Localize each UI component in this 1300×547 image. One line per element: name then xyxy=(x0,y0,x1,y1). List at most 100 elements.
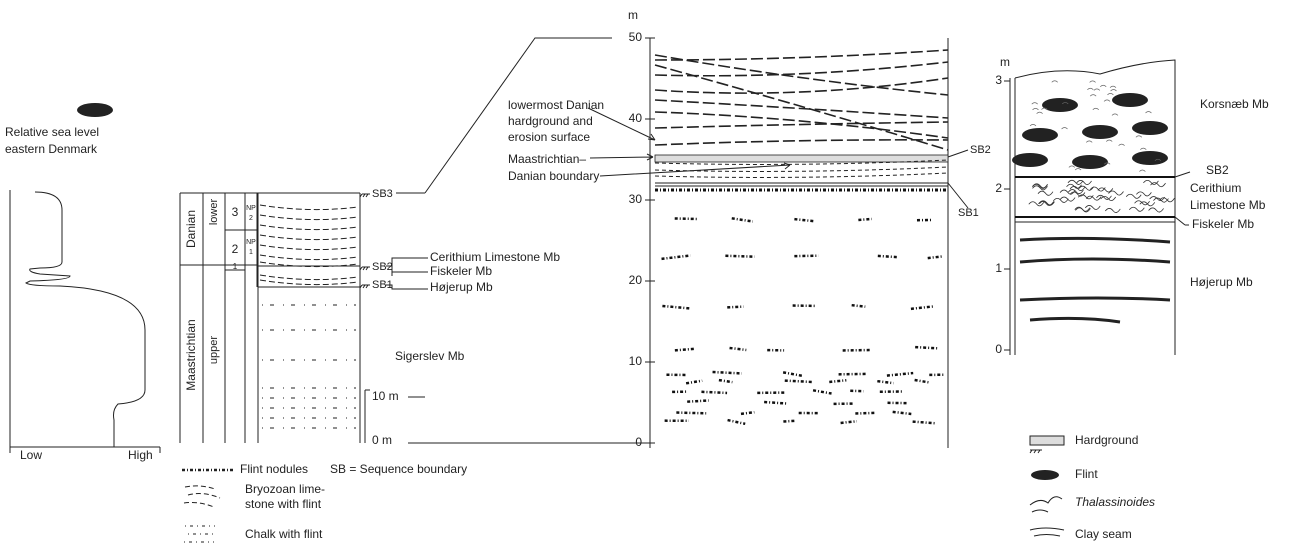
burrow xyxy=(1089,80,1096,83)
burrow xyxy=(1104,208,1121,213)
detail-section xyxy=(587,38,969,448)
flint-row xyxy=(829,379,847,384)
burrow xyxy=(1051,80,1058,83)
flint-row xyxy=(727,305,744,309)
burrow xyxy=(1111,113,1119,116)
bryozoan-bed xyxy=(259,254,359,261)
chalk-bed xyxy=(654,172,949,178)
burrow xyxy=(1032,183,1048,189)
flint-row xyxy=(851,303,866,308)
flint-row xyxy=(718,378,733,384)
y-tick-label: 0 xyxy=(995,342,1002,356)
chalk-bed xyxy=(654,166,949,172)
sequence-boundary: SB2 xyxy=(372,261,393,273)
np-zone: NP xyxy=(246,239,256,246)
flint-nodule xyxy=(1132,121,1168,135)
sequence-boundary: SB1 xyxy=(958,207,979,219)
axis-unit: m xyxy=(1000,55,1010,69)
flint-row xyxy=(727,418,746,426)
burrow xyxy=(1153,197,1169,203)
bryozoan-bed xyxy=(654,99,949,119)
flint-nodule xyxy=(1112,93,1148,107)
burrow xyxy=(1068,165,1076,168)
bedding xyxy=(77,49,1175,429)
flint-nodule xyxy=(1072,155,1108,169)
flint-row xyxy=(674,347,695,352)
burrow xyxy=(1139,201,1156,207)
outline xyxy=(1031,470,1059,480)
y-tick-label: 1 xyxy=(995,261,1002,275)
sequence-boundary: SB1 xyxy=(372,279,393,291)
bryozoan-bed xyxy=(654,139,949,146)
axis-unit: m xyxy=(628,8,638,22)
annotation: Maastrichtian– xyxy=(508,152,586,166)
burrow xyxy=(1041,107,1048,110)
burrow xyxy=(1029,123,1037,127)
flint-row xyxy=(764,400,789,405)
flint-row xyxy=(661,254,691,261)
flint-row xyxy=(840,419,857,425)
flint-row xyxy=(783,419,797,423)
legend-note: SB = Sequence boundary xyxy=(330,462,467,476)
flint-row xyxy=(914,378,930,384)
burrow xyxy=(1078,185,1095,191)
burrow xyxy=(1103,162,1111,165)
bryozoan-bed xyxy=(259,214,359,221)
stage-label: Maastrichtian xyxy=(184,319,198,390)
flint-row xyxy=(877,254,898,259)
burrow xyxy=(1148,207,1164,213)
burrow xyxy=(1110,89,1117,92)
burrow xyxy=(1061,127,1068,130)
burrow xyxy=(1037,190,1054,196)
bryozoan-bed xyxy=(259,204,359,211)
burrow xyxy=(1145,111,1152,114)
outline xyxy=(947,149,969,209)
outline xyxy=(1029,527,1065,537)
outline xyxy=(1019,236,1171,324)
sea-level-panel xyxy=(9,190,161,453)
burrow xyxy=(1087,87,1094,91)
burrow xyxy=(1100,84,1107,87)
burrow xyxy=(1028,201,1045,207)
outline xyxy=(1014,59,1176,355)
bryozoan-bed xyxy=(654,54,949,96)
burrow xyxy=(1107,93,1114,96)
y-tick-label: 40 xyxy=(629,111,643,125)
flint-nodule xyxy=(1022,128,1058,142)
bryozoan-bed xyxy=(259,279,359,286)
bryozoan-bed xyxy=(654,77,949,94)
legend-label: Thalassinoides xyxy=(1075,495,1155,509)
bryozoan-bed xyxy=(654,64,949,151)
y-tick-label: 50 xyxy=(629,30,643,44)
burrow xyxy=(1066,183,1082,189)
burrow xyxy=(1074,168,1082,171)
legend-label: Clay seam xyxy=(1075,527,1132,541)
flint-row xyxy=(731,217,754,223)
burrow xyxy=(1125,193,1142,199)
member-label: Højerup Mb xyxy=(1190,275,1253,289)
burrow xyxy=(1154,158,1162,161)
burrow xyxy=(1159,197,1175,203)
flint-row xyxy=(812,389,832,395)
outline xyxy=(386,257,428,290)
burrow xyxy=(1077,194,1094,200)
burrow xyxy=(1053,197,1069,203)
np-zone: 2 xyxy=(249,215,253,222)
burrow xyxy=(1092,107,1100,111)
legend-label: Hardground xyxy=(1075,433,1138,447)
annotation: lowermost Danian xyxy=(508,98,604,112)
member-label: Højerup Mb xyxy=(430,280,493,294)
outline xyxy=(359,193,370,289)
bryozoan-bed xyxy=(654,121,949,129)
y-tick-label: 20 xyxy=(629,273,643,287)
legend-left-symbols xyxy=(182,468,235,543)
annotation: erosion surface xyxy=(508,130,590,144)
burrow xyxy=(1061,102,1069,105)
flint-row xyxy=(892,410,912,416)
bryozoan-bed xyxy=(654,61,949,77)
burrow xyxy=(1140,147,1147,150)
burrow xyxy=(1074,206,1091,212)
burrow xyxy=(1149,196,1165,202)
member-label: Korsnæb Mb xyxy=(1200,97,1269,111)
burrow xyxy=(1143,179,1159,185)
